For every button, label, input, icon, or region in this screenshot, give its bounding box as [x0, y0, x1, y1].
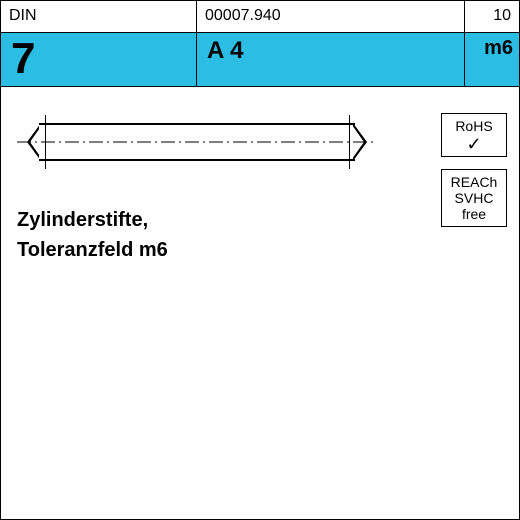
rohs-badge: RoHS ✓: [441, 113, 507, 157]
reach-badge: REACh SVHC free: [441, 169, 507, 227]
header-row-2: 7 A 4 m6: [1, 33, 519, 87]
check-icon: ✓: [444, 134, 504, 154]
reach-label-2: SVHC: [444, 190, 504, 206]
product-code: 00007.940: [197, 1, 465, 32]
description-line-2: Toleranzfeld m6: [17, 235, 168, 265]
header-right-num: 10: [465, 1, 519, 32]
tolerance-class: m6: [465, 33, 519, 86]
standard-org: DIN: [1, 1, 197, 32]
rohs-label: RoHS: [444, 118, 504, 134]
document-frame: DIN 00007.940 10 7 A 4 m6 Zylinderstifte…: [0, 0, 520, 520]
reach-label-3: free: [444, 206, 504, 222]
header-row-1: DIN 00007.940 10: [1, 1, 519, 33]
tick-left: [45, 115, 46, 169]
centerline: [17, 141, 377, 143]
pin-illustration: [17, 115, 377, 169]
tick-right: [349, 115, 350, 169]
reach-label-1: REACh: [444, 174, 504, 190]
material-grade: A 4: [197, 33, 465, 86]
standard-number: 7: [1, 33, 197, 86]
description-block: Zylinderstifte, Toleranzfeld m6: [17, 205, 168, 265]
description-line-1: Zylinderstifte,: [17, 205, 168, 235]
